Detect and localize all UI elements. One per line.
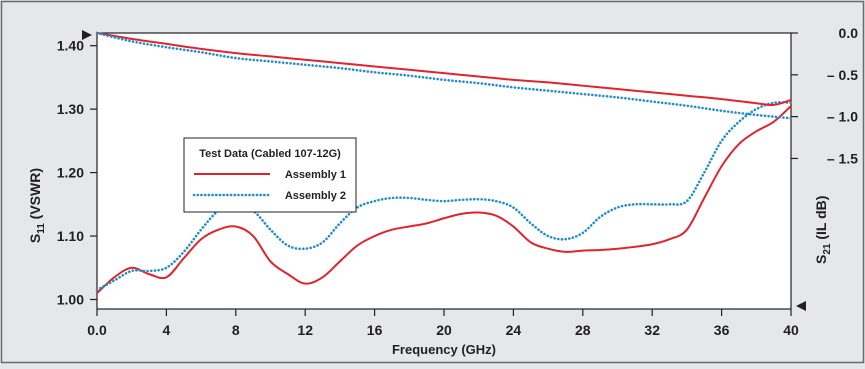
legend-title: Test Data (Cabled 107-12G) [199, 148, 341, 160]
legend: Test Data (Cabled 107-12G) Assembly 1 As… [183, 137, 357, 213]
left-axis-label-main: S [27, 234, 43, 243]
x-axis-label: Frequency (GHz) [392, 342, 496, 357]
x-tick-label: 12 [297, 322, 313, 338]
right-tick-label: – 1.0 [827, 109, 858, 125]
right-axis-label-tail: (IL dB) [813, 196, 829, 244]
x-tick-label: 4 [163, 322, 171, 338]
x-tick-label: 28 [575, 322, 591, 338]
x-tick-label: 16 [367, 322, 383, 338]
left-axis-label-tail: (VSWR) [27, 168, 43, 223]
left-axis-tick-labels: 1.00 1.10 1.20 1.30 1.40 [57, 38, 84, 308]
x-axis-tick-labels: 0.0 4 8 12 16 20 24 28 32 36 40 [87, 322, 799, 338]
x-tick-label: 20 [436, 322, 452, 338]
left-axis-label-subscript: 11 [36, 223, 47, 234]
series-layer [95, 31, 793, 295]
series-line-assembly-1-insertion-loss [96, 32, 792, 107]
left-axis-arrow-marker [796, 301, 806, 311]
right-tick-label: – 1.5 [827, 150, 858, 166]
legend-entry-assembly-2: Assembly 2 [285, 190, 346, 202]
right-axis-label-subscript: 21 [822, 243, 833, 255]
legend-entry-assembly-1: Assembly 1 [285, 169, 346, 181]
right-axis-ticks [791, 32, 798, 160]
series-line-assembly-2-vswr [95, 101, 793, 292]
right-axis-tick-labels: 0.0 – 0.5 – 1.0 – 1.5 [827, 25, 858, 166]
left-axis-label: S11 (VSWR) [27, 168, 47, 243]
left-tick-label: 1.40 [57, 38, 84, 54]
x-tick-label: 24 [506, 322, 522, 338]
left-axis-ticks [90, 45, 97, 301]
x-tick-label: 0.0 [87, 322, 107, 338]
right-tick-label: – 0.5 [827, 67, 858, 83]
series-line-assembly-2-insertion-loss [95, 31, 793, 120]
series-line-assembly-1-vswr [96, 104, 792, 295]
right-axis-arrow-marker [82, 30, 92, 40]
left-tick-label: 1.30 [57, 101, 84, 117]
x-tick-label: 40 [783, 322, 799, 338]
x-axis-ticks [96, 309, 792, 316]
right-axis-label: S21 (IL dB) [813, 196, 833, 264]
x-tick-label: 36 [714, 322, 730, 338]
x-tick-label: 32 [644, 322, 660, 338]
left-tick-label: 1.20 [57, 165, 84, 181]
left-tick-label: 1.00 [57, 291, 84, 307]
right-axis-label-main: S [813, 255, 829, 264]
left-tick-label: 1.10 [57, 228, 84, 244]
right-tick-label: 0.0 [839, 25, 859, 41]
x-tick-label: 8 [232, 322, 240, 338]
